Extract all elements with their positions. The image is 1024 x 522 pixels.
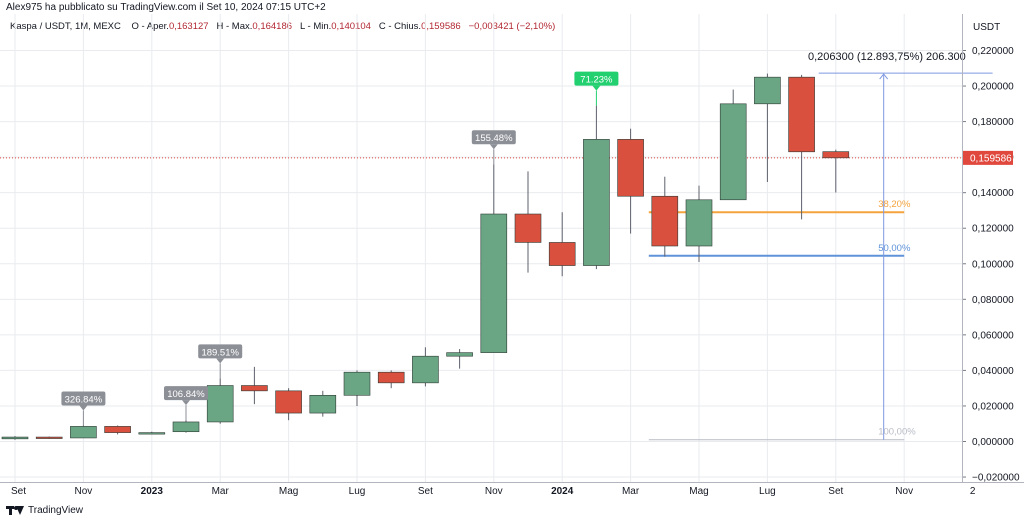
candle-down <box>104 426 131 433</box>
low-text: - Min. <box>307 21 332 32</box>
candle-bodies <box>1 76 850 440</box>
x-tick-label: Lug <box>759 486 776 497</box>
percent-badge <box>61 391 106 406</box>
close-text: - Chius. <box>388 21 422 32</box>
x-tick-label: Mar <box>622 486 640 497</box>
candle-up <box>412 355 439 384</box>
x-tick-label: 2 <box>970 486 976 497</box>
y-tick-label: 0,220000 <box>972 46 1014 57</box>
open-key: O <box>131 21 139 32</box>
candle-up <box>70 426 97 439</box>
candle-up <box>309 394 337 414</box>
high-text: - Max. <box>226 21 253 32</box>
fib-level-label: 50,00% <box>878 243 911 254</box>
measure-label: 0,206300 (12.893,75%) 206.300 <box>808 51 966 63</box>
last-price-tag <box>963 150 1013 165</box>
candle-up <box>343 371 371 396</box>
last-price-label: 0,159586 <box>970 153 1012 164</box>
badge-label: 155.48% <box>475 133 513 144</box>
candle-down <box>275 390 302 414</box>
x-tick-label: Nov <box>895 486 913 497</box>
y-tick-label: −0,020000 <box>972 473 1020 484</box>
percent-badges: 326.84% 106.84% 189.51% 155.48% 71.23% <box>61 71 619 426</box>
badge-label: 106.84% <box>167 389 205 400</box>
badge-pointer-icon <box>182 400 190 406</box>
candle-up <box>206 385 234 423</box>
x-tick-label: Nov <box>75 486 93 497</box>
candle-down <box>617 139 644 197</box>
candle-up <box>446 352 473 357</box>
badge-label: 71.23% <box>580 75 613 86</box>
percent-badge <box>471 130 516 145</box>
y-tick-label: 0,020000 <box>972 401 1014 412</box>
candle-down <box>548 242 576 266</box>
candle-down <box>651 195 679 247</box>
badge-label: 326.84% <box>65 395 103 406</box>
badge-pointer-icon <box>216 358 225 364</box>
tradingview-footer[interactable]: TradingView <box>6 502 83 518</box>
y-tick-label: 0,120000 <box>972 224 1014 235</box>
footer-brand: TradingView <box>28 504 84 516</box>
measure-arrow-icon <box>879 73 889 80</box>
candle-down <box>35 436 63 439</box>
candle-down <box>241 385 268 392</box>
x-tick-label: Mar <box>212 486 230 497</box>
candle-down <box>514 213 542 243</box>
y-tick-label: 0,200000 <box>972 82 1014 93</box>
fib-level-label: 100,00% <box>878 427 916 438</box>
candle-down <box>788 76 815 153</box>
candle-down <box>822 151 850 159</box>
time-axis: Set Nov 2023 Mar Mag Lug Set Nov 2024 Mar Mag Lug Se… <box>0 482 1024 497</box>
open-text: - Aper. <box>141 21 169 32</box>
y-tick-label: 0,080000 <box>972 295 1014 306</box>
publisher-line: Alex975 ha pubblicato su TradingView.com… <box>6 2 326 13</box>
low-key: L <box>299 21 305 32</box>
price-axis: 0,2200000,2000000,1800000,1600000,140000… <box>962 14 1020 484</box>
badge-pointer-icon <box>592 85 601 91</box>
y-tick-label: 0,060000 <box>972 330 1014 341</box>
candle-up <box>480 213 508 353</box>
percent-badge <box>574 71 619 86</box>
candle-up <box>172 421 200 433</box>
close-value: 0,159586 <box>421 21 461 32</box>
x-tick-label: Set <box>828 486 843 497</box>
x-tick-label: Lug <box>349 486 366 497</box>
y-tick-label: 0,140000 <box>972 188 1014 199</box>
y-tick-label: 0,040000 <box>972 366 1014 377</box>
open-value: 0,163127 <box>168 21 209 32</box>
y-tick-label: 0,180000 <box>972 117 1014 128</box>
percent-badge <box>164 386 208 401</box>
badge-pointer-icon <box>79 405 88 411</box>
y-tick-label: 0,000000 <box>972 437 1014 448</box>
x-tick-label: Set <box>11 486 26 497</box>
x-tick-label: Nov <box>485 486 503 497</box>
candle-up <box>138 432 166 435</box>
y-tick-label: 0,100000 <box>972 259 1014 270</box>
ohlc-legend: Kaspa / USDT, 1M, MEXC O - Aper.0,163127… <box>10 21 555 32</box>
candle-up <box>754 76 781 105</box>
candle-up <box>1 436 29 440</box>
x-tick-label: Mag <box>279 486 298 497</box>
candle-up <box>583 139 610 266</box>
x-tick-label: Set <box>418 486 433 497</box>
candle-up <box>685 199 713 247</box>
tradingview-logo-icon <box>6 505 24 515</box>
fib-level-label: 38,20% <box>878 199 911 210</box>
measure-tool: 0,206300 (12.893,75%) 206.300 <box>808 51 993 440</box>
low-value: 0,140104 <box>331 21 371 32</box>
x-tick-label: Mag <box>689 486 708 497</box>
candlestick-chart[interactable]: 38,20% 50,00% 100,00% 0,206300 (12.893,75%… <box>0 0 1024 500</box>
percent-badge <box>198 344 243 359</box>
high-value: 0,164186 <box>252 21 293 32</box>
x-tick-label: 2023 <box>141 486 164 497</box>
badge-label: 189.51% <box>201 347 239 358</box>
symbol-label[interactable]: Kaspa / USDT, 1M, MEXC <box>10 21 121 32</box>
x-tick-label: 2024 <box>551 486 574 497</box>
candle-down <box>377 371 405 384</box>
close-key: C <box>378 21 386 32</box>
badge-pointer-icon <box>489 144 498 150</box>
candle-up <box>719 103 747 201</box>
change-value: −0,003421 (−2,10%) <box>468 21 556 32</box>
axis-title: USDT <box>973 22 1000 33</box>
